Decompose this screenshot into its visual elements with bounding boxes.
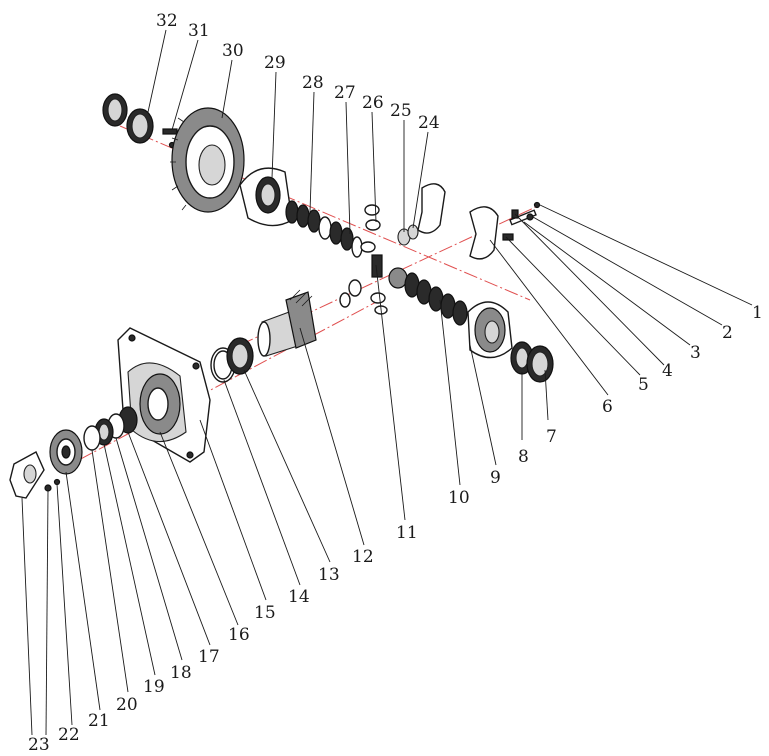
callout-1: 1: [752, 303, 763, 323]
callout-24: 24: [418, 113, 440, 133]
callout-22: 22: [58, 725, 80, 745]
washer-stack-right: [388, 267, 468, 326]
callout-16: 16: [228, 625, 250, 645]
callout-27: 27: [334, 83, 356, 103]
callout-13: 13: [318, 565, 340, 585]
callout-21: 21: [88, 711, 110, 731]
callout-30: 30: [222, 41, 244, 61]
diff-case-right-part: [467, 301, 513, 359]
callout-11: 11: [396, 523, 418, 543]
callout-20: 20: [116, 695, 138, 715]
callout-14: 14: [288, 587, 310, 607]
diff-case-part: [239, 167, 293, 227]
callout-7: 7: [546, 427, 557, 447]
washer-stack-left: [285, 200, 363, 258]
pinion-gear-part: [257, 289, 317, 357]
callout-12: 12: [352, 547, 374, 567]
housing-part: [117, 327, 211, 463]
callout-23: 23: [28, 735, 50, 755]
bearing-cap-part-right: [469, 206, 499, 260]
pinion-bearing-part: [226, 337, 254, 375]
callout-25: 25: [390, 101, 412, 121]
callout-10: 10: [448, 488, 470, 508]
callout-3: 3: [690, 343, 701, 363]
callout-labels: 1 2 3 4 5 6 7 8 9 10 11 12 13 14 15 16 1…: [28, 11, 763, 755]
seal-ring-part: [102, 93, 128, 127]
callout-26: 26: [362, 93, 384, 113]
callout-29: 29: [264, 53, 286, 73]
ring-gear-part: [170, 107, 245, 213]
callout-2: 2: [722, 323, 733, 343]
callout-8: 8: [518, 447, 529, 467]
yoke-part: [9, 451, 45, 499]
bearing-cap-part-left: [397, 183, 446, 246]
callout-31: 31: [188, 21, 210, 41]
callout-5: 5: [638, 375, 649, 395]
callout-4: 4: [662, 361, 673, 381]
callout-19: 19: [143, 677, 165, 697]
bearing-part-right: [510, 341, 554, 383]
flange-part: [49, 429, 83, 475]
bearing-part-left: [126, 108, 154, 144]
callout-6: 6: [602, 397, 613, 417]
callout-28: 28: [302, 73, 324, 93]
callout-32: 32: [156, 11, 178, 31]
bolt-parts: [502, 201, 541, 241]
output-seal-stack: [83, 406, 138, 451]
leader-lines: [21, 29, 753, 736]
callout-18: 18: [170, 663, 192, 683]
callout-15: 15: [254, 603, 276, 623]
callout-17: 17: [198, 647, 220, 667]
callout-9: 9: [490, 468, 501, 488]
